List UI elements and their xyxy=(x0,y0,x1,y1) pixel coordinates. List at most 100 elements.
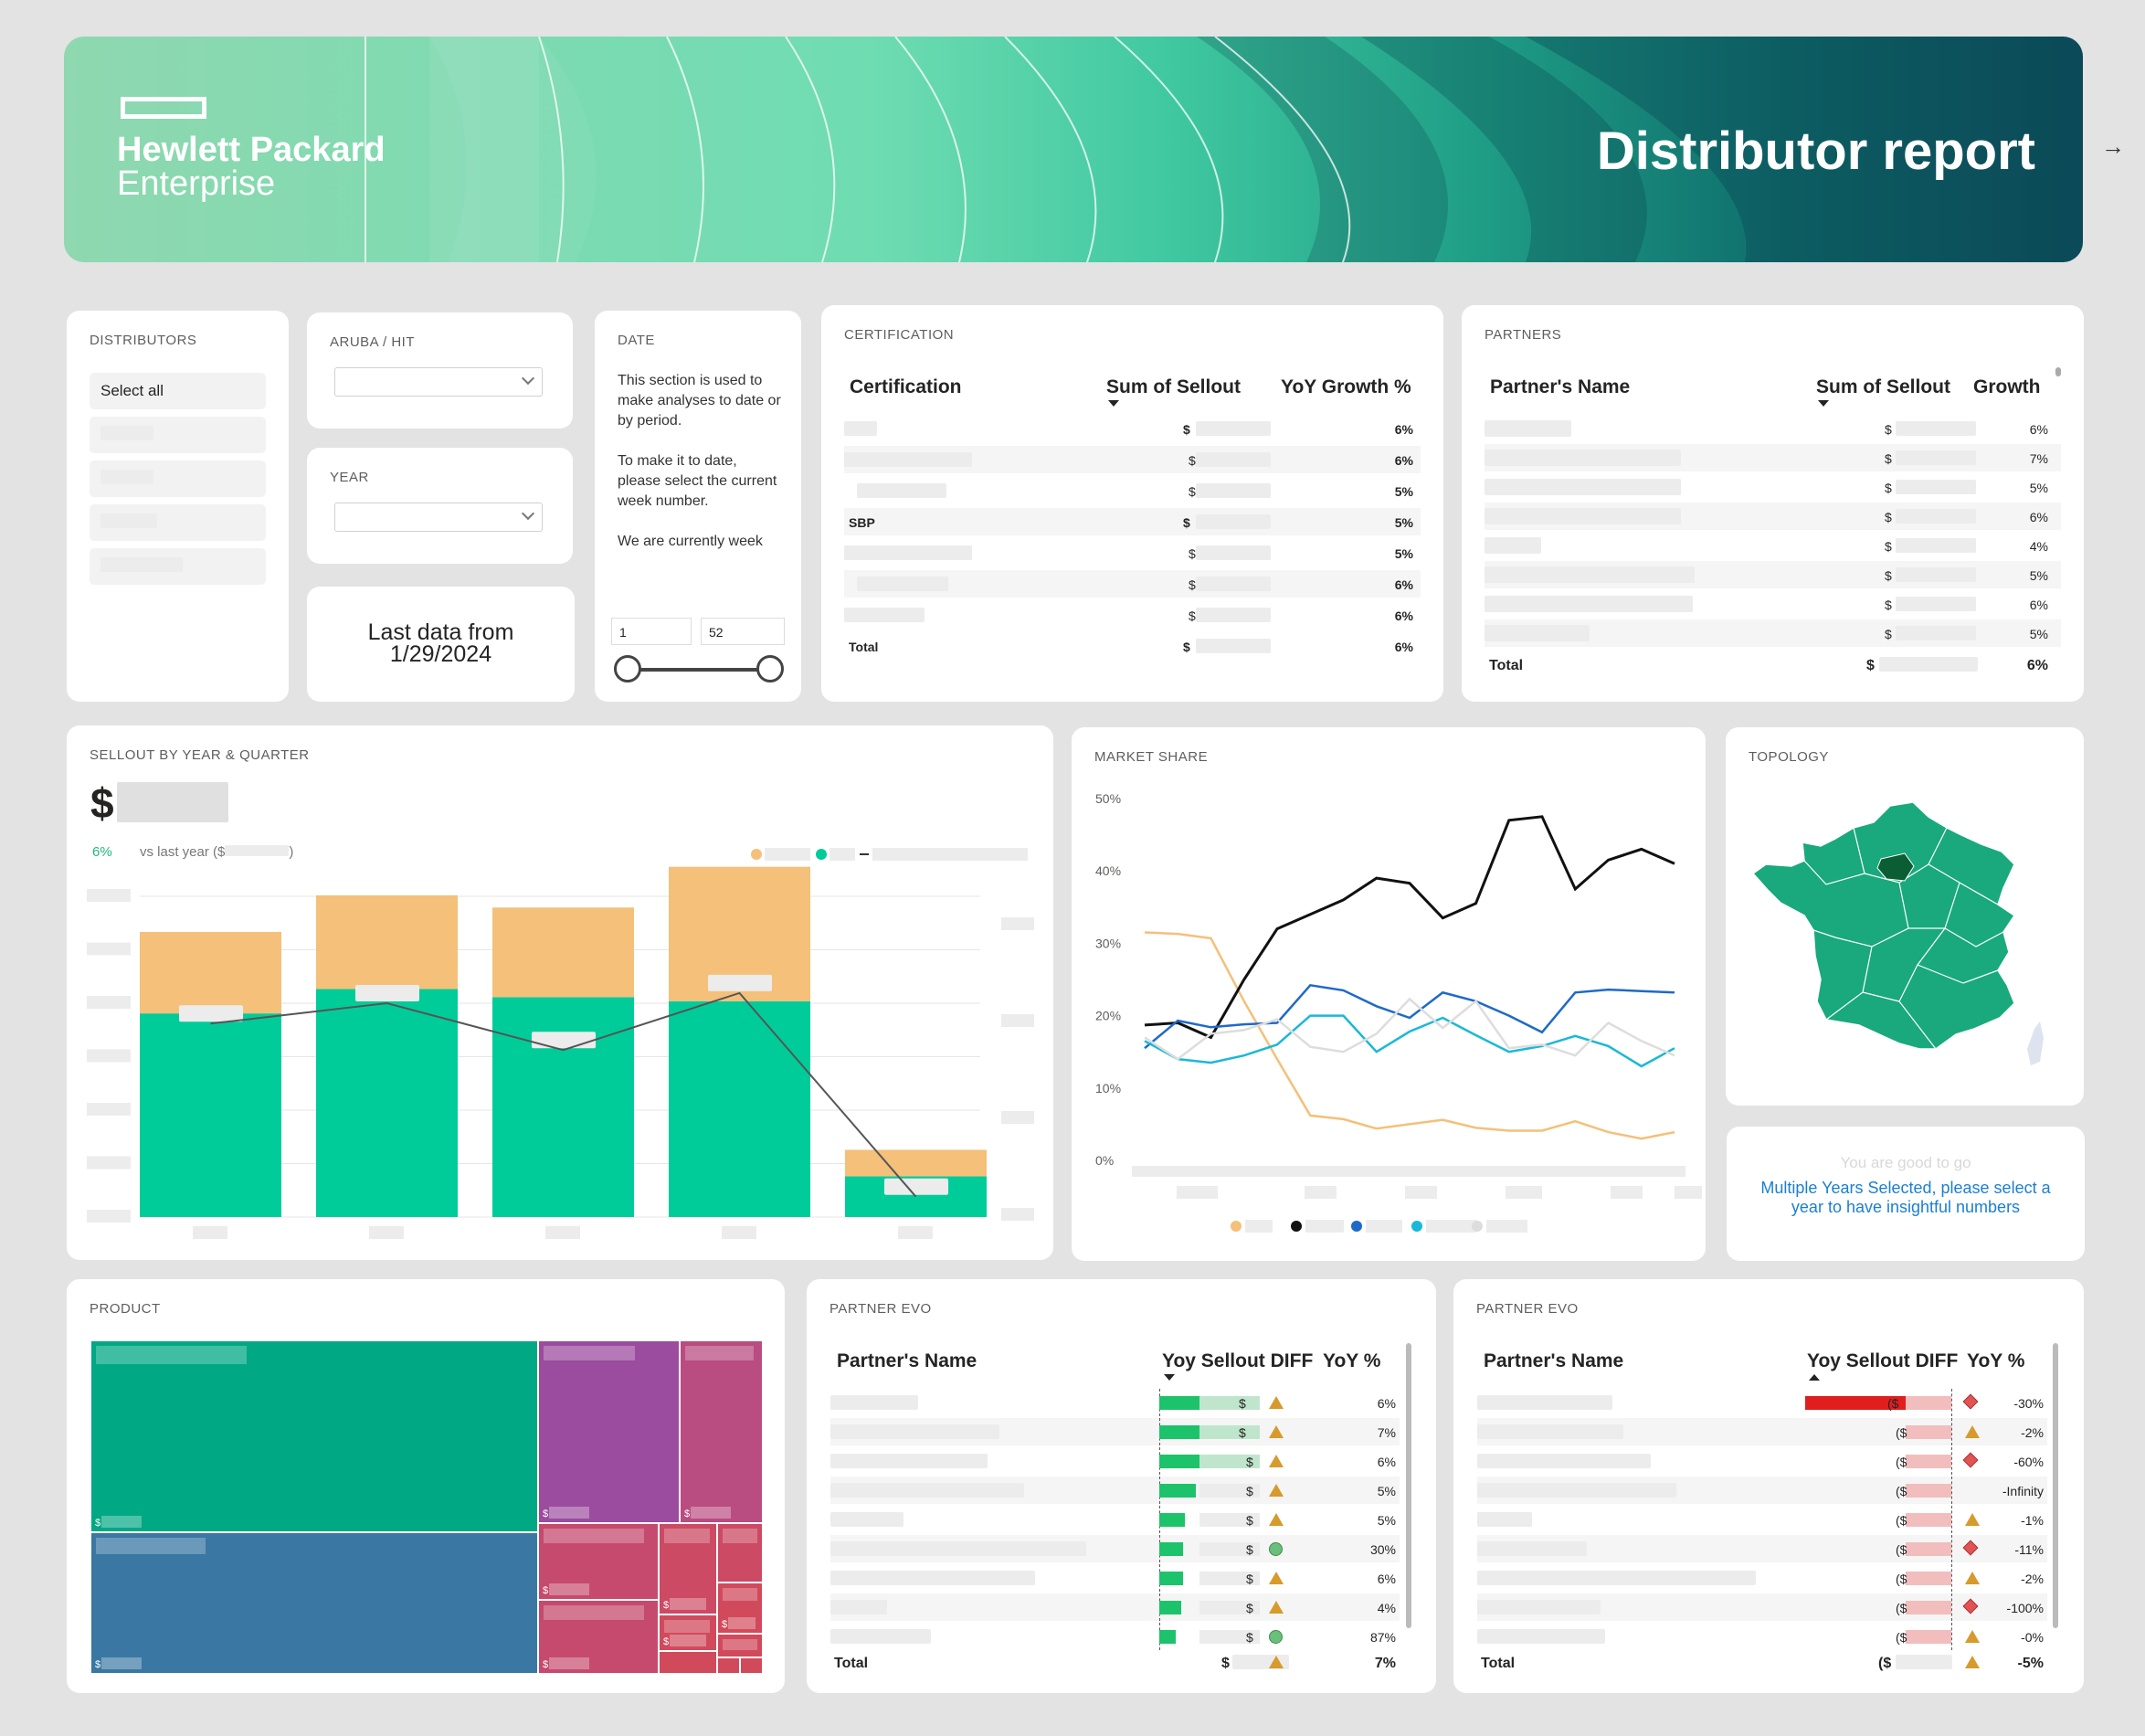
table-row[interactable]: $5% xyxy=(830,1477,1400,1504)
selected-region[interactable] xyxy=(1876,852,1915,882)
distributor-item[interactable] xyxy=(90,417,266,453)
scrollbar[interactable] xyxy=(2053,1343,2058,1628)
table-row[interactable]: ($ -1% xyxy=(1477,1506,2047,1533)
y-tick-label: 50% xyxy=(1095,791,1121,806)
table-row[interactable]: $7% xyxy=(1485,444,2061,471)
table-row[interactable]: $6% xyxy=(1485,503,2061,530)
map-region[interactable] xyxy=(1751,801,2016,1050)
distributor-item[interactable] xyxy=(90,504,266,541)
select-all-item[interactable]: Select all xyxy=(90,373,266,409)
column-header-yoy-growth[interactable]: YoY Growth % xyxy=(1281,376,1411,397)
table-row[interactable]: ($ -30% xyxy=(1477,1389,2047,1416)
table-row[interactable]: ($ -100% xyxy=(1477,1593,2047,1621)
column-header-partner-name[interactable]: Partner's Name xyxy=(837,1350,977,1371)
corsica-region[interactable] xyxy=(2027,1021,2044,1065)
table-row[interactable]: $6% xyxy=(1485,415,2061,442)
table-row[interactable]: $5% xyxy=(830,1506,1400,1533)
treemap-tile[interactable] xyxy=(90,1339,539,1533)
table-row[interactable]: $30% xyxy=(830,1535,1400,1562)
column-header-growth[interactable]: Growth xyxy=(1973,376,2041,397)
row-value-placeholder xyxy=(1896,421,1976,436)
negative-value-bar xyxy=(1906,1396,1951,1410)
next-page-arrow-icon[interactable]: → xyxy=(2101,132,2125,160)
row-label-placeholder xyxy=(830,1395,918,1410)
table-row[interactable]: $5% xyxy=(1485,561,2061,588)
positive-bar xyxy=(1159,1455,1203,1468)
bar-axis xyxy=(1951,1389,1952,1416)
scrollbar[interactable] xyxy=(2055,367,2061,376)
column-header-yoy-sellout-diff[interactable]: Yoy Sellout DIFF xyxy=(1807,1350,1958,1381)
table-row[interactable]: $6% xyxy=(830,1389,1400,1416)
column-header-partner-name[interactable]: Partner's Name xyxy=(1484,1350,1624,1371)
week-slider-min-handle[interactable] xyxy=(614,655,641,683)
y-tick-label-placeholder xyxy=(87,1103,131,1116)
logo-line1: Hewlett Packard xyxy=(117,131,386,169)
table-row[interactable]: ($ -0% xyxy=(1477,1623,2047,1650)
scrollbar[interactable] xyxy=(1406,1343,1411,1628)
treemap-tile[interactable] xyxy=(679,1339,764,1524)
table-row[interactable]: ($ -11% xyxy=(1477,1535,2047,1562)
week-slider-track[interactable] xyxy=(628,668,770,672)
row-label-placeholder xyxy=(1477,1541,1587,1556)
column-header-partner-name[interactable]: Partner's Name xyxy=(1490,376,1631,397)
y-tick-label: 20% xyxy=(1095,1009,1121,1023)
treemap-tile[interactable] xyxy=(537,1339,681,1524)
treemap-tile[interactable] xyxy=(658,1650,718,1675)
column-header-certification[interactable]: Certification xyxy=(850,376,962,397)
distributor-item[interactable] xyxy=(90,460,266,497)
row-pct: 5% xyxy=(2029,481,2048,495)
aruba-hit-dropdown[interactable] xyxy=(334,367,543,397)
table-row[interactable]: $6% xyxy=(844,601,1421,629)
table-row[interactable]: $6% xyxy=(830,1447,1400,1475)
treemap-tile[interactable] xyxy=(716,1522,764,1583)
table-row[interactable]: $6% xyxy=(830,1564,1400,1592)
triangle-warning-icon xyxy=(1965,1513,1980,1526)
treemap-tile[interactable] xyxy=(716,1582,764,1635)
treemap-tile[interactable] xyxy=(739,1657,764,1675)
week-max-input[interactable]: 52 xyxy=(701,618,785,645)
table-row[interactable]: $87% xyxy=(830,1623,1400,1650)
treemap-tile[interactable] xyxy=(716,1657,741,1675)
column-header-sum-sellout[interactable]: Sum of Sellout xyxy=(1106,376,1241,407)
table-row[interactable]: $4% xyxy=(830,1593,1400,1621)
column-header-yoy-sellout-diff[interactable]: Yoy Sellout DIFF xyxy=(1162,1350,1313,1381)
table-row[interactable]: $6% xyxy=(844,415,1421,442)
table-row[interactable]: $4% xyxy=(1485,532,2061,559)
table-row[interactable]: SBP $5% xyxy=(844,508,1421,535)
table-row[interactable]: ($ -2% xyxy=(1477,1564,2047,1592)
table-row[interactable]: $6% xyxy=(844,446,1421,473)
partners-rows: $6% $7% $5% $6% $4% $5% $6% $5% Total $6% xyxy=(1485,415,2061,689)
triangle-warning-icon xyxy=(1965,1630,1980,1643)
table-row[interactable]: $5% xyxy=(1485,619,2061,647)
table-row[interactable]: $5% xyxy=(844,539,1421,566)
column-header-sum-sellout[interactable]: Sum of Sellout xyxy=(1816,376,1950,407)
table-row[interactable]: ($ -Infinity xyxy=(1477,1477,2047,1504)
table-row[interactable]: $5% xyxy=(1485,473,2061,501)
table-row[interactable]: $6% xyxy=(1485,590,2061,618)
france-map[interactable] xyxy=(1726,727,2084,1106)
sellout-bar-chart[interactable] xyxy=(67,725,1053,1260)
row-currency: $ xyxy=(1189,577,1196,592)
table-row[interactable]: ($ -2% xyxy=(1477,1418,2047,1445)
table-row[interactable]: $5% xyxy=(844,477,1421,504)
table-row[interactable]: $7% xyxy=(830,1418,1400,1445)
distributor-item[interactable] xyxy=(90,548,266,585)
column-header-yoy-pct[interactable]: YoY % xyxy=(1323,1350,1381,1371)
row-pct: 6% xyxy=(2029,422,2048,437)
treemap-tile[interactable] xyxy=(90,1531,539,1675)
table-row[interactable]: ($ -60% xyxy=(1477,1447,2047,1475)
treemap-tile[interactable] xyxy=(716,1633,764,1658)
week-min-input[interactable]: 1 xyxy=(611,618,692,645)
week-slider-max-handle[interactable] xyxy=(756,655,784,683)
product-treemap[interactable]: $ $ $ $ $ $ $ $ $ xyxy=(67,1279,785,1693)
row-pct: 5% xyxy=(1394,515,1413,530)
x-tick-label-placeholder xyxy=(722,1226,756,1239)
column-header-yoy-pct[interactable]: YoY % xyxy=(1967,1350,2025,1371)
row-value-placeholder xyxy=(1196,483,1271,498)
treemap-tile[interactable] xyxy=(537,1522,660,1601)
distributors-slicer: DISTRIBUTORS Select all xyxy=(67,311,289,702)
table-row[interactable]: $6% xyxy=(844,570,1421,598)
year-dropdown[interactable] xyxy=(334,503,543,532)
partners-title: PARTNERS xyxy=(1485,327,1562,343)
market-share-line-chart[interactable]: 0% 10% 20% 30% 40% 50% xyxy=(1072,727,1706,1261)
